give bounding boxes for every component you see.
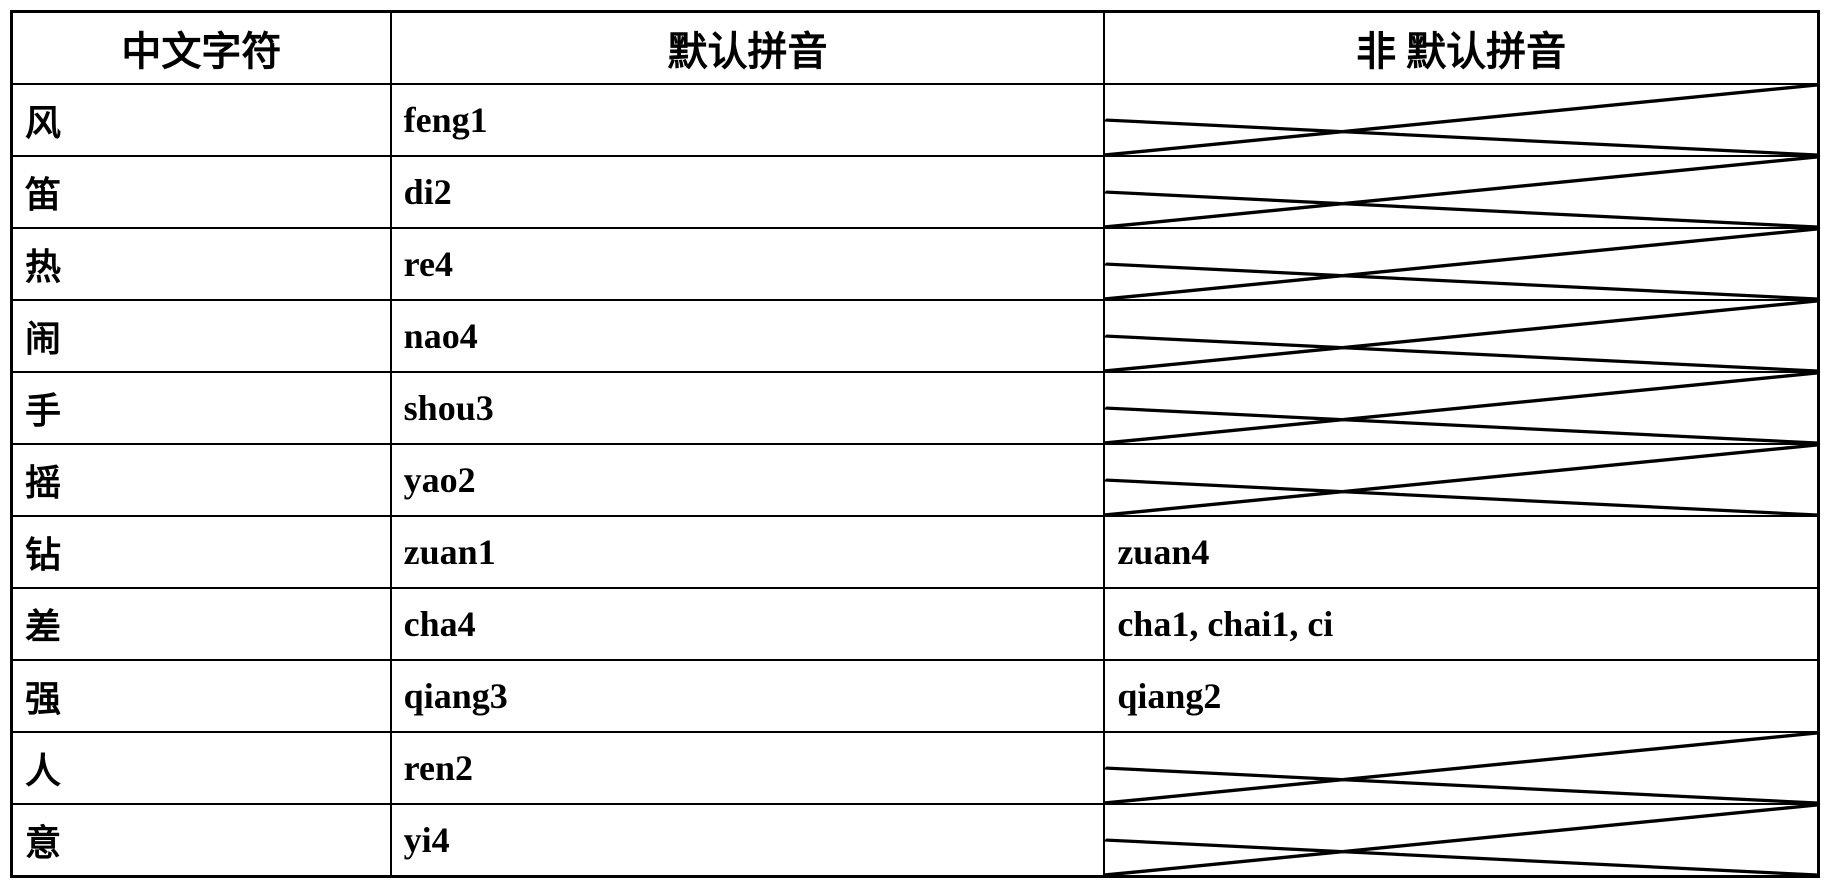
- cell-nondefault-pinyin: [1104, 804, 1818, 877]
- cell-default-pinyin: zuan1: [391, 516, 1105, 588]
- cell-char: 手: [12, 372, 391, 444]
- table-body: 风feng1笛di2热re4闹nao4手shou3摇yao2钻zuan1zuan…: [12, 84, 1819, 877]
- header-char: 中文字符: [12, 12, 391, 85]
- cell-char: 人: [12, 732, 391, 804]
- table-row: 强qiang3qiang2: [12, 660, 1819, 732]
- pinyin-table: 中文字符 默认拼音 非 默认拼音 风feng1笛di2热re4闹nao4手sho…: [10, 10, 1820, 878]
- cell-default-pinyin: re4: [391, 228, 1105, 300]
- table-row: 手shou3: [12, 372, 1819, 444]
- cell-nondefault-pinyin: [1104, 732, 1818, 804]
- cell-default-pinyin: nao4: [391, 300, 1105, 372]
- cell-nondefault-pinyin: [1104, 156, 1818, 228]
- cell-default-pinyin: shou3: [391, 372, 1105, 444]
- header-nondefault-pinyin: 非 默认拼音: [1104, 12, 1818, 85]
- empty-slash-icon: [1105, 229, 1817, 299]
- cell-default-pinyin: yi4: [391, 804, 1105, 877]
- table-row: 风feng1: [12, 84, 1819, 156]
- cell-nondefault-pinyin: [1104, 372, 1818, 444]
- cell-nondefault-pinyin: [1104, 228, 1818, 300]
- empty-slash-icon: [1105, 157, 1817, 227]
- cell-char: 摇: [12, 444, 391, 516]
- cell-char: 闹: [12, 300, 391, 372]
- table-row: 闹nao4: [12, 300, 1819, 372]
- cell-default-pinyin: yao2: [391, 444, 1105, 516]
- cell-nondefault-pinyin: zuan4: [1104, 516, 1818, 588]
- cell-char: 强: [12, 660, 391, 732]
- empty-slash-icon: [1105, 805, 1817, 875]
- cell-char: 钻: [12, 516, 391, 588]
- cell-char: 风: [12, 84, 391, 156]
- cell-char: 意: [12, 804, 391, 877]
- cell-default-pinyin: qiang3: [391, 660, 1105, 732]
- cell-default-pinyin: feng1: [391, 84, 1105, 156]
- table-row: 钻zuan1zuan4: [12, 516, 1819, 588]
- cell-char: 热: [12, 228, 391, 300]
- empty-slash-icon: [1105, 373, 1817, 443]
- cell-nondefault-pinyin: cha1, chai1, ci: [1104, 588, 1818, 660]
- header-row: 中文字符 默认拼音 非 默认拼音: [12, 12, 1819, 85]
- table-row: 差cha4cha1, chai1, ci: [12, 588, 1819, 660]
- cell-nondefault-pinyin: [1104, 300, 1818, 372]
- empty-slash-icon: [1105, 301, 1817, 371]
- table-row: 笛di2: [12, 156, 1819, 228]
- cell-nondefault-pinyin: qiang2: [1104, 660, 1818, 732]
- table-row: 摇yao2: [12, 444, 1819, 516]
- cell-default-pinyin: ren2: [391, 732, 1105, 804]
- cell-char: 笛: [12, 156, 391, 228]
- cell-char: 差: [12, 588, 391, 660]
- empty-slash-icon: [1105, 85, 1817, 155]
- cell-nondefault-pinyin: [1104, 84, 1818, 156]
- cell-default-pinyin: di2: [391, 156, 1105, 228]
- table-row: 人ren2: [12, 732, 1819, 804]
- table-row: 热re4: [12, 228, 1819, 300]
- cell-default-pinyin: cha4: [391, 588, 1105, 660]
- empty-slash-icon: [1105, 445, 1817, 515]
- table-row: 意yi4: [12, 804, 1819, 877]
- header-default-pinyin: 默认拼音: [391, 12, 1105, 85]
- cell-nondefault-pinyin: [1104, 444, 1818, 516]
- empty-slash-icon: [1105, 733, 1817, 803]
